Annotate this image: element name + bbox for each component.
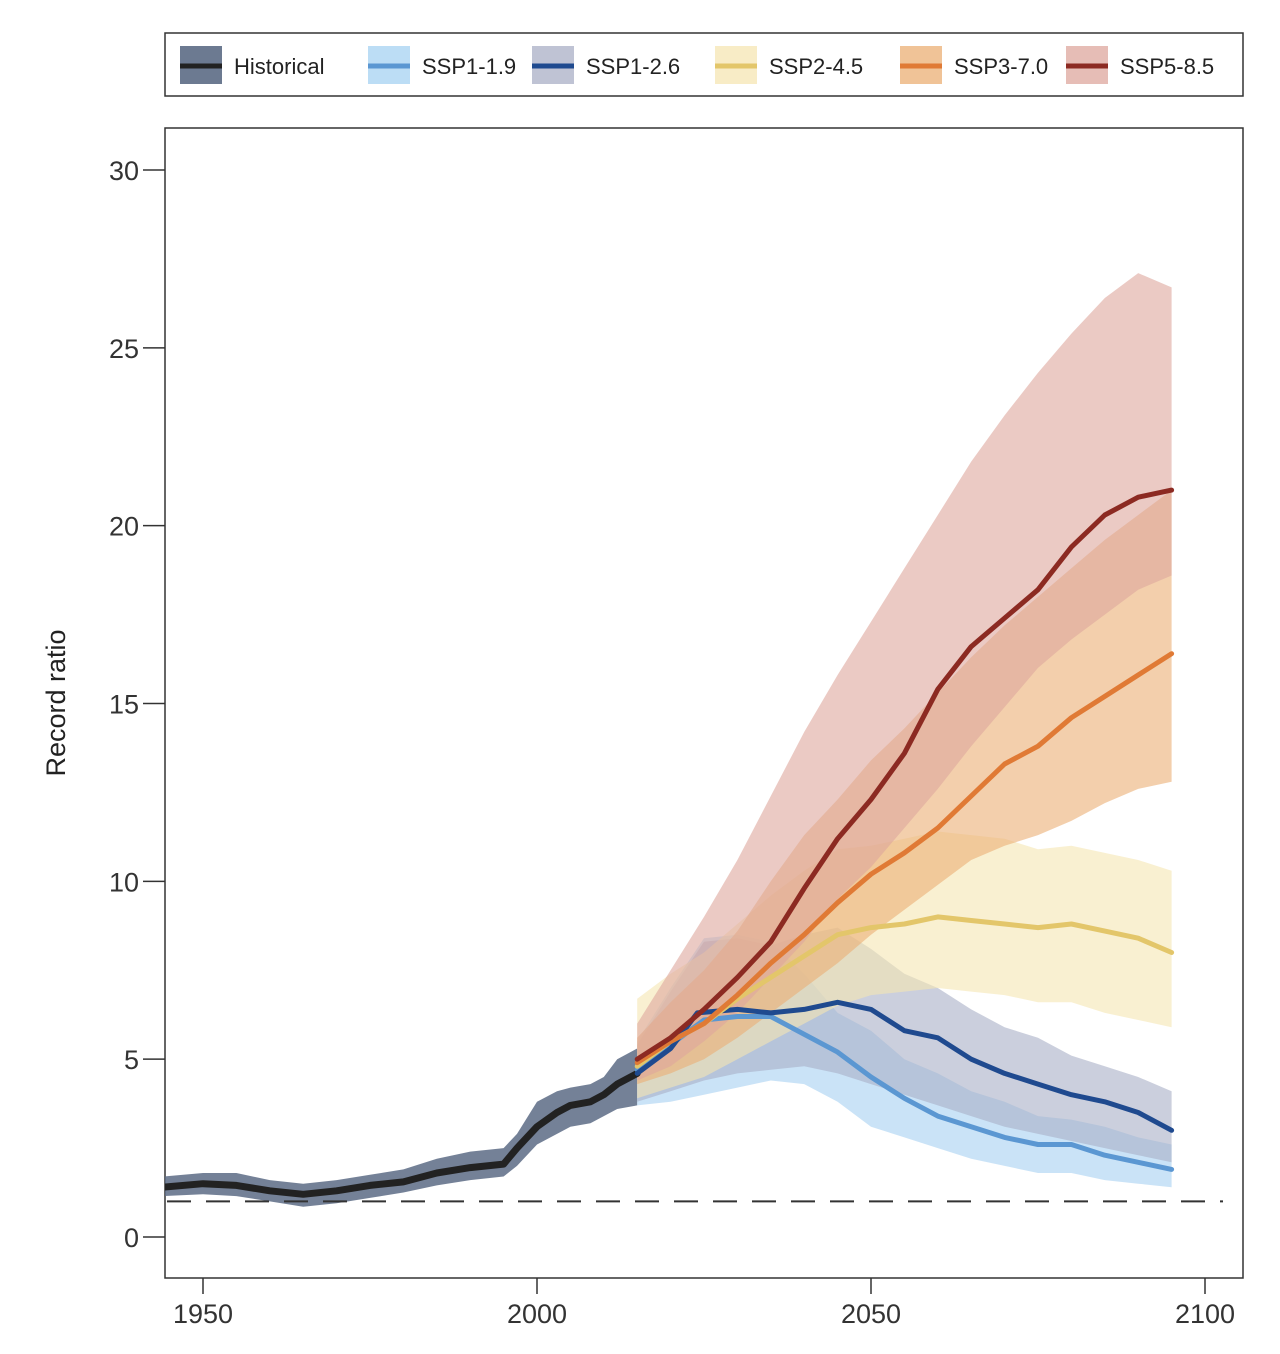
legend-label: SSP1-2.6 [586, 54, 680, 79]
legend-label: Historical [234, 54, 324, 79]
x-tick-label: 2100 [1175, 1299, 1235, 1329]
x-axis: 1950 2000 2050 2100 [173, 1278, 1235, 1329]
line-historical [165, 1069, 641, 1198]
legend-item-ssp3-7-0: SSP3-7.0 [900, 46, 1048, 84]
y-tick-label: 5 [124, 1045, 139, 1075]
y-tick-label: 30 [109, 156, 139, 186]
legend-item-historical: Historical [180, 46, 324, 84]
x-tick-label: 1950 [173, 1299, 233, 1329]
y-tick-label: 20 [109, 512, 139, 542]
uncertainty-bands [165, 273, 1172, 1207]
legend-item-ssp1-1-9: SSP1-1.9 [368, 46, 516, 84]
legend-item-ssp2-4-5: SSP2-4.5 [715, 46, 863, 84]
x-tick-label: 2000 [507, 1299, 567, 1329]
y-tick-label: 15 [109, 690, 139, 720]
legend-item-ssp1-2-6: SSP1-2.6 [532, 46, 680, 84]
series-lines [165, 487, 1175, 1198]
line-ssp5-8-5 [634, 487, 1175, 1062]
y-tick-label: 10 [109, 867, 139, 897]
legend-frame [164, 32, 1244, 97]
y-tick-label: 25 [109, 334, 139, 364]
band-ssp5-8-5 [637, 273, 1172, 1081]
line-ssp1-1-9 [634, 1014, 1175, 1172]
legend-label: SSP3-7.0 [954, 54, 1048, 79]
legend-item-ssp5-8-5: SSP5-8.5 [1066, 46, 1214, 84]
band-historical [165, 1048, 638, 1207]
legend-label: SSP1-1.9 [422, 54, 516, 79]
legend-label: SSP5-8.5 [1120, 54, 1214, 79]
x-tick-label: 2050 [841, 1299, 901, 1329]
y-tick-label: 0 [124, 1223, 139, 1253]
legend: Historical SSP1-1.9 SSP1-2.6 SSP2-4.5 SSP3-7… [180, 46, 1214, 84]
y-axis-title: Record ratio [41, 629, 71, 776]
y-axis: 0 5 10 15 20 25 30 [109, 156, 165, 1253]
legend-label: SSP2-4.5 [769, 54, 863, 79]
line-ssp3-7-0 [634, 651, 1175, 1066]
